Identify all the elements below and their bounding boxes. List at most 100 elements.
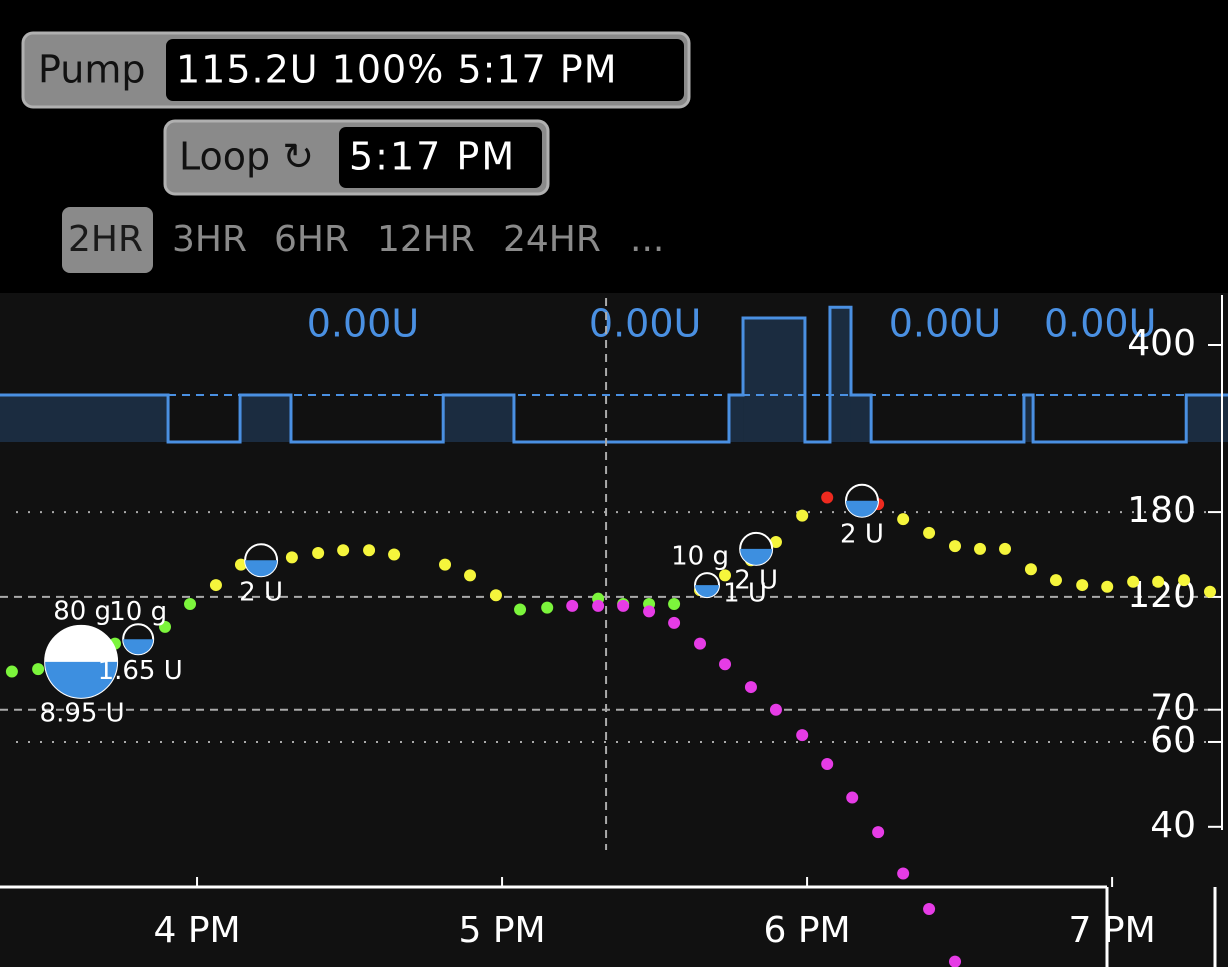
glucose-point <box>209 579 222 592</box>
glucose-point <box>897 867 910 880</box>
carbs-label: 10 g <box>109 597 167 627</box>
range-tab[interactable]: 6HR <box>274 219 349 260</box>
glucose-point <box>796 729 809 742</box>
glucose-point <box>592 599 605 612</box>
glucose-point <box>1049 574 1062 587</box>
insulin-label: 2 U <box>840 519 884 549</box>
range-tab[interactable]: 12HR <box>377 219 475 260</box>
basal-segment <box>1023 395 1034 442</box>
insulin-label: 1 U <box>723 579 767 609</box>
treatment-insulin <box>123 639 154 655</box>
glucose-point <box>1101 580 1114 593</box>
x-tick-label: 5 PM <box>458 910 545 951</box>
glucose-point <box>541 601 554 614</box>
treatment-insulin <box>245 560 278 577</box>
glucose-point <box>949 955 962 967</box>
basal-segment <box>850 395 872 442</box>
treatment <box>44 624 119 699</box>
plot: 0.00U 0.00U 0.00U 0.00U 4 PM 5 PM 6 PM 7 PM 40 60… <box>0 295 1228 967</box>
range-tab-selected <box>62 207 153 273</box>
carbs-label: 80 g <box>53 596 111 626</box>
glucose-point <box>796 509 809 522</box>
treatment-insulin <box>845 500 878 517</box>
glucose-point <box>821 758 834 771</box>
glucose-point <box>159 620 172 633</box>
basal-segment <box>0 395 169 442</box>
range-tab-label: ... <box>630 219 664 260</box>
y-tick-label: 180 <box>1127 490 1196 531</box>
insulin-label: 2 U <box>734 565 778 595</box>
glucose-point <box>1178 574 1191 587</box>
y-tick-label: 400 <box>1127 323 1196 364</box>
pump-pill[interactable]: Pump 115.2U 100% 5:17 PM <box>21 31 691 109</box>
range-tab[interactable]: 24HR <box>503 219 601 260</box>
glucose-point <box>769 703 782 716</box>
carbs-label: 10 g <box>671 542 729 572</box>
glucose-point <box>719 569 732 582</box>
glucose-point <box>872 826 885 839</box>
range-tab[interactable]: ... <box>630 219 664 260</box>
temp-basal-label: 0.00U <box>1044 302 1156 346</box>
treatment-insulin <box>695 585 720 598</box>
insulin-label: 8.95 U <box>40 698 125 728</box>
treatment-insulin <box>45 661 118 698</box>
glucose-point <box>668 616 681 629</box>
glucose-point <box>514 603 527 616</box>
glucose-point <box>1152 575 1165 588</box>
pill-value-box <box>339 127 542 188</box>
loop-value: 5:17 PM <box>349 135 516 179</box>
loop-label: Loop ↻ <box>179 135 314 179</box>
loop-pill[interactable]: Loop ↻ 5:17 PM <box>163 119 550 196</box>
x-tick-label: 7 PM <box>1069 910 1156 951</box>
glucose-point <box>1127 575 1140 588</box>
treatment <box>244 543 279 578</box>
glucose-point <box>923 526 936 539</box>
treatment <box>739 531 774 566</box>
basal-segment <box>240 395 291 442</box>
glucose-point <box>897 513 910 526</box>
glucose-point <box>1076 579 1089 592</box>
glucose-point <box>32 663 45 676</box>
basal-segment <box>728 395 744 442</box>
glucose-point <box>439 558 452 571</box>
y-tick-label: 70 <box>1150 688 1196 729</box>
glucose-point <box>388 548 401 561</box>
glucose-point <box>285 551 298 564</box>
basal-segment <box>743 318 805 442</box>
glucose-point <box>566 599 579 612</box>
range-tab[interactable]: 3HR <box>172 219 247 260</box>
glucose-point <box>821 491 834 504</box>
x-tick-label: 4 PM <box>153 910 240 951</box>
glucose-point <box>769 536 782 549</box>
treatment-insulin <box>740 548 773 565</box>
temp-basal-label: 0.00U <box>307 302 419 346</box>
glucose-point <box>234 558 247 571</box>
treatment <box>122 623 155 656</box>
range-tab-label: 12HR <box>377 219 475 260</box>
range-tab-label: 2HR <box>68 219 143 260</box>
glucose-point <box>719 658 732 671</box>
y-tick-label: 60 <box>1150 720 1196 761</box>
glucose-point <box>1024 563 1037 576</box>
glucose-point <box>949 540 962 553</box>
glucose-point <box>312 547 325 560</box>
x-tick-label: 6 PM <box>764 910 851 951</box>
insulin-label: 1.65 U <box>98 656 183 686</box>
pill-value-box <box>166 39 684 101</box>
glucose-point <box>184 598 197 611</box>
range-tab[interactable]: 2HR <box>62 207 153 273</box>
insulin-label: 2 U <box>239 578 283 608</box>
treatment <box>694 572 721 599</box>
pump-value: 115.2U 100% 5:17 PM <box>176 48 618 92</box>
glucose-point <box>694 637 707 650</box>
glucose-point <box>923 903 936 916</box>
glucose-point <box>846 791 859 804</box>
temp-basal-label: 0.00U <box>889 302 1001 346</box>
glucose-point <box>363 544 376 557</box>
glucose-point <box>643 605 656 618</box>
glucose-point <box>999 542 1012 555</box>
basal-segment <box>829 307 851 442</box>
pump-label: Pump <box>38 48 145 92</box>
glucose-point <box>974 542 987 555</box>
